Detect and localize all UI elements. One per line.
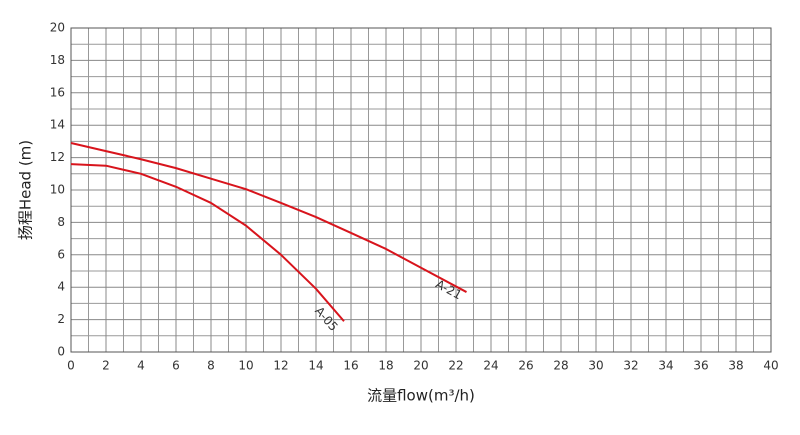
x-tick-label: 8	[207, 359, 215, 373]
y-tick-label: 18	[50, 53, 65, 67]
curve	[70, 142, 467, 293]
y-tick-label: 14	[50, 118, 65, 132]
x-tick-label: 30	[588, 359, 603, 373]
y-tick-label: 8	[57, 215, 65, 229]
x-tick-label: 6	[172, 359, 180, 373]
x-tick-label: 20	[413, 359, 428, 373]
y-axis-label: 扬程Head (m)	[17, 140, 35, 240]
y-tick-label: 12	[50, 150, 65, 164]
x-tick-label: 14	[308, 359, 323, 373]
y-tick-label: 16	[50, 85, 65, 99]
x-tick-label: 24	[483, 359, 498, 373]
x-tick-label: 2	[102, 359, 110, 373]
curve-label: A-21	[433, 277, 464, 302]
x-tick-label: 34	[658, 359, 673, 373]
x-tick-label: 32	[623, 359, 638, 373]
x-tick-label: 12	[273, 359, 288, 373]
x-tick-label: 16	[343, 359, 358, 373]
x-tick-label: 0	[67, 359, 75, 373]
x-tick-label: 28	[553, 359, 568, 373]
x-tick-label: 26	[518, 359, 533, 373]
x-tick-label: 4	[137, 359, 145, 373]
y-tick-label: 4	[57, 280, 65, 294]
x-tick-label: 36	[693, 359, 708, 373]
x-tick-label: 18	[378, 359, 393, 373]
y-tick-label: 20	[50, 21, 65, 35]
x-tick-label: 22	[448, 359, 463, 373]
x-axis-label: 流量flow(m³/h)	[367, 387, 475, 405]
x-tick-label: 10	[238, 359, 253, 373]
plot-frame	[70, 27, 772, 353]
y-tick-label: 10	[50, 183, 65, 197]
curve	[70, 163, 345, 322]
y-tick-label: 6	[57, 247, 65, 261]
y-tick-label: 0	[57, 345, 65, 359]
x-tick-label: 38	[728, 359, 743, 373]
y-tick-label: 2	[57, 312, 65, 326]
x-tick-label: 40	[763, 359, 778, 373]
